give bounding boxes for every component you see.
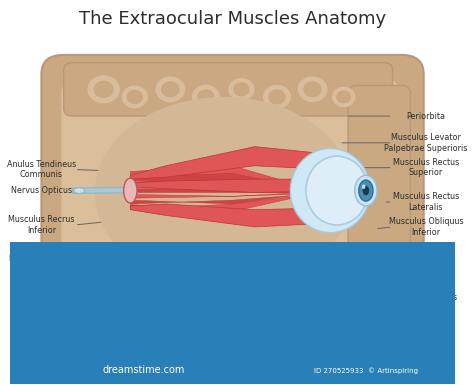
Circle shape [304, 82, 321, 97]
Circle shape [156, 77, 184, 102]
FancyBboxPatch shape [0, 242, 474, 385]
Circle shape [94, 81, 113, 97]
Text: Musculus Recrus
Inferior: Musculus Recrus Inferior [8, 215, 75, 235]
Circle shape [229, 79, 254, 100]
Circle shape [264, 308, 290, 329]
Circle shape [333, 87, 355, 107]
Ellipse shape [355, 175, 377, 206]
Circle shape [230, 320, 244, 332]
Text: Nervus Opticus: Nervus Opticus [11, 186, 72, 195]
Polygon shape [130, 189, 321, 193]
Polygon shape [130, 192, 321, 204]
Circle shape [270, 312, 284, 325]
FancyBboxPatch shape [77, 284, 370, 341]
Ellipse shape [362, 184, 365, 189]
Circle shape [234, 83, 249, 96]
Polygon shape [130, 151, 335, 179]
Ellipse shape [306, 156, 368, 225]
Text: Musculus Rectus
Lateralis: Musculus Rectus Lateralis [393, 192, 459, 212]
Text: Anulus Tendineus
Communis: Anulus Tendineus Communis [7, 160, 76, 179]
FancyBboxPatch shape [41, 55, 424, 353]
Text: Periorbita: Periorbita [406, 112, 446, 121]
Polygon shape [130, 173, 321, 193]
Polygon shape [130, 192, 321, 212]
Polygon shape [130, 147, 330, 179]
Polygon shape [73, 187, 126, 193]
Circle shape [192, 85, 219, 109]
Ellipse shape [291, 149, 370, 233]
Ellipse shape [359, 180, 373, 201]
Polygon shape [130, 179, 348, 192]
Circle shape [189, 312, 205, 325]
Circle shape [105, 308, 129, 329]
Polygon shape [130, 181, 321, 193]
Polygon shape [130, 204, 330, 227]
Circle shape [269, 90, 285, 104]
Circle shape [198, 90, 214, 104]
Circle shape [128, 90, 142, 103]
FancyBboxPatch shape [64, 62, 392, 116]
Text: Musculus Obliquus
Inferior: Musculus Obliquus Inferior [389, 217, 463, 237]
Text: Fossa
Infralemporalis: Fossa Infralemporalis [11, 280, 72, 300]
Circle shape [150, 321, 164, 332]
Text: ID 270525933  © Artinspiring: ID 270525933 © Artinspiring [314, 367, 418, 373]
Circle shape [88, 76, 119, 103]
Polygon shape [130, 192, 321, 198]
Text: dreamstime.com: dreamstime.com [102, 365, 185, 375]
Circle shape [264, 85, 291, 109]
Circle shape [337, 91, 350, 103]
FancyBboxPatch shape [62, 78, 399, 338]
Ellipse shape [363, 186, 369, 195]
Polygon shape [130, 166, 321, 193]
Polygon shape [130, 205, 330, 225]
Circle shape [298, 77, 327, 102]
Ellipse shape [124, 178, 137, 203]
Circle shape [162, 82, 179, 97]
Text: Musculus Levator
Palpebrae Superioris: Musculus Levator Palpebrae Superioris [384, 133, 467, 152]
Circle shape [226, 316, 248, 336]
Circle shape [310, 321, 323, 332]
Circle shape [306, 317, 328, 335]
Circle shape [146, 317, 168, 336]
Text: The Extraocular Muscles Anatomy: The Extraocular Muscles Anatomy [79, 10, 386, 28]
Circle shape [122, 86, 147, 108]
Text: Fissura Orbitalis
Inferior: Fissura Orbitalis Inferior [9, 253, 73, 273]
Circle shape [109, 312, 125, 325]
Text: Musculus Rectus
Superior: Musculus Rectus Superior [393, 158, 459, 177]
Ellipse shape [73, 188, 85, 193]
FancyBboxPatch shape [348, 85, 410, 315]
Text: Sinus Maxillaris: Sinus Maxillaris [395, 293, 457, 302]
Ellipse shape [95, 97, 353, 288]
Circle shape [183, 307, 210, 330]
